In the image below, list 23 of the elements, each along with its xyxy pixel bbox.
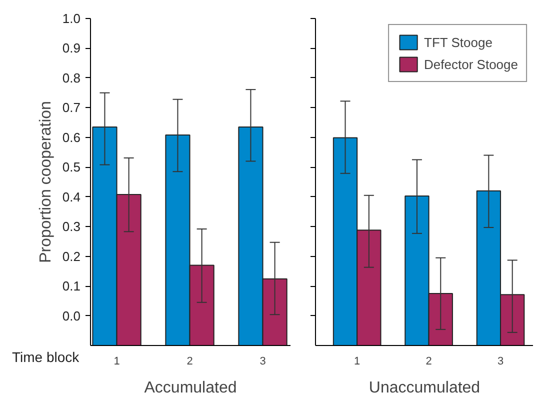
- x-tick-label: 1: [114, 356, 120, 368]
- y-tick-label: 0.4: [62, 189, 81, 204]
- x-axis-title: Unaccumulated: [368, 380, 480, 396]
- x-tick-label: 2: [186, 356, 193, 368]
- y-tick-label: 0.8: [62, 70, 81, 86]
- y-tick-label: 0.5: [62, 160, 81, 175]
- y-tick-label: 0.3: [62, 219, 81, 234]
- x-tick-label: 1: [354, 356, 360, 368]
- x-tick-label: 3: [497, 356, 504, 368]
- x-tick-label: 3: [260, 356, 266, 368]
- y-axis-title: Proportion cooperation: [37, 101, 54, 263]
- text: Time block: [12, 348, 80, 367]
- y-tick-label: 0.1: [62, 278, 81, 294]
- x-tick-label: 2: [426, 356, 432, 368]
- y-tick-label: 0.9: [62, 40, 81, 56]
- y-tick-label: 1.0: [62, 11, 81, 26]
- y-tick-label: 0.6: [62, 130, 81, 145]
- x-axis-title: Accumulated: [144, 380, 237, 396]
- y-tick-label: 0.2: [62, 248, 81, 264]
- legend-label: TFT Stooge: [424, 34, 492, 50]
- legend-label: Defector Stooge: [424, 56, 518, 72]
- y-tick-label: 0.0: [62, 308, 81, 324]
- y-tick-label: 0.7: [62, 100, 81, 116]
